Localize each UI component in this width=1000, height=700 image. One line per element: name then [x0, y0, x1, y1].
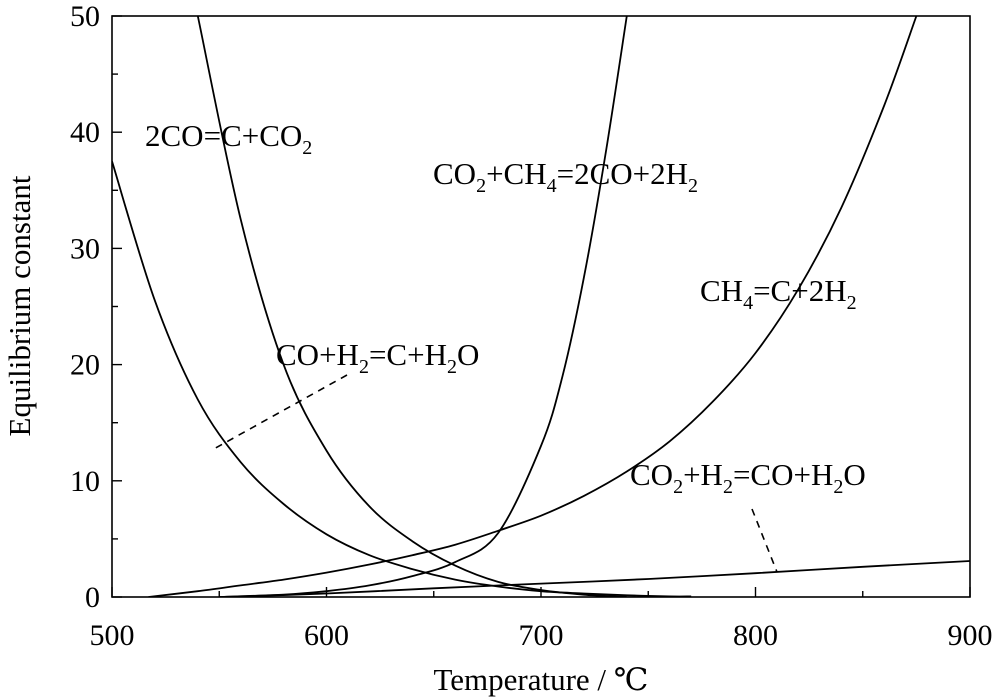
- y-tick-label: 0: [85, 581, 100, 614]
- plot-frame: [111, 15, 971, 598]
- x-axis-title: Temperature / ℃: [434, 662, 649, 697]
- y-tick-label: 50: [70, 0, 100, 33]
- series-lines: [112, 16, 970, 597]
- y-tick-label: 40: [70, 116, 100, 149]
- label-co2-h2-co-h2o: CO2+H2=CO+H2O: [630, 457, 866, 498]
- y-tick-label: 10: [70, 465, 100, 498]
- leader-co-h2-c-h2o: [211, 374, 348, 451]
- x-tick-label: 600: [304, 619, 349, 652]
- x-tick-label: 500: [90, 619, 135, 652]
- label-2co-c-co2: 2CO=C+CO2: [145, 118, 312, 159]
- y-axis-title: Equilibrium constant: [2, 175, 37, 436]
- tick-labels: 500 600 700 800 900 0 10 20 30 40 50: [70, 0, 993, 652]
- series-co2-ch4: [219, 16, 628, 597]
- y-tick-label: 20: [70, 349, 100, 382]
- label-ch4-c-2h2: CH4=C+2H2: [700, 273, 857, 314]
- series-co2-h2-co-h2o: [219, 560, 970, 597]
- x-tick-label: 700: [519, 619, 564, 652]
- series-2co-c-co2: [196, 16, 627, 597]
- x-tick-label: 900: [948, 619, 993, 652]
- label-co-h2-c-h2o: CO+H2=C+H2O: [276, 337, 479, 378]
- annotation-leaders: [211, 374, 778, 573]
- leader-co2-h2-co-h2o: [751, 508, 778, 573]
- series-ch4-c-2h2: [148, 16, 918, 597]
- series-co-h2-c-h2o: [112, 161, 692, 597]
- x-tick-label: 800: [733, 619, 778, 652]
- y-tick-label: 30: [70, 232, 100, 265]
- label-co2-ch4: CO2+CH4=2CO+2H2: [433, 156, 698, 197]
